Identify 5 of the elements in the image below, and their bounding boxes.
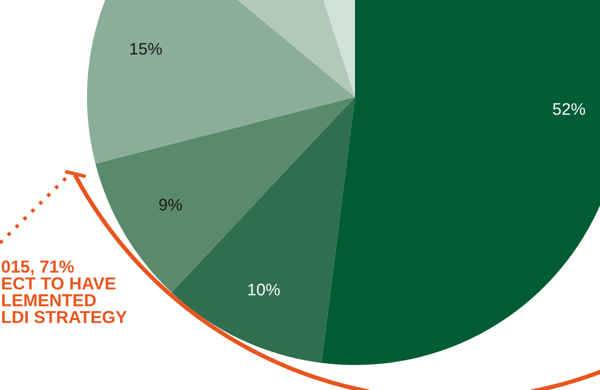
data-label: 10% [248, 284, 280, 296]
data-label: 52% [552, 103, 586, 115]
text: 015, 71% ECT TO HAVE LEMENTED LDI STRATEGY [2, 260, 127, 324]
data-label: 15% [130, 42, 162, 55]
data-label: 9% [159, 198, 182, 211]
